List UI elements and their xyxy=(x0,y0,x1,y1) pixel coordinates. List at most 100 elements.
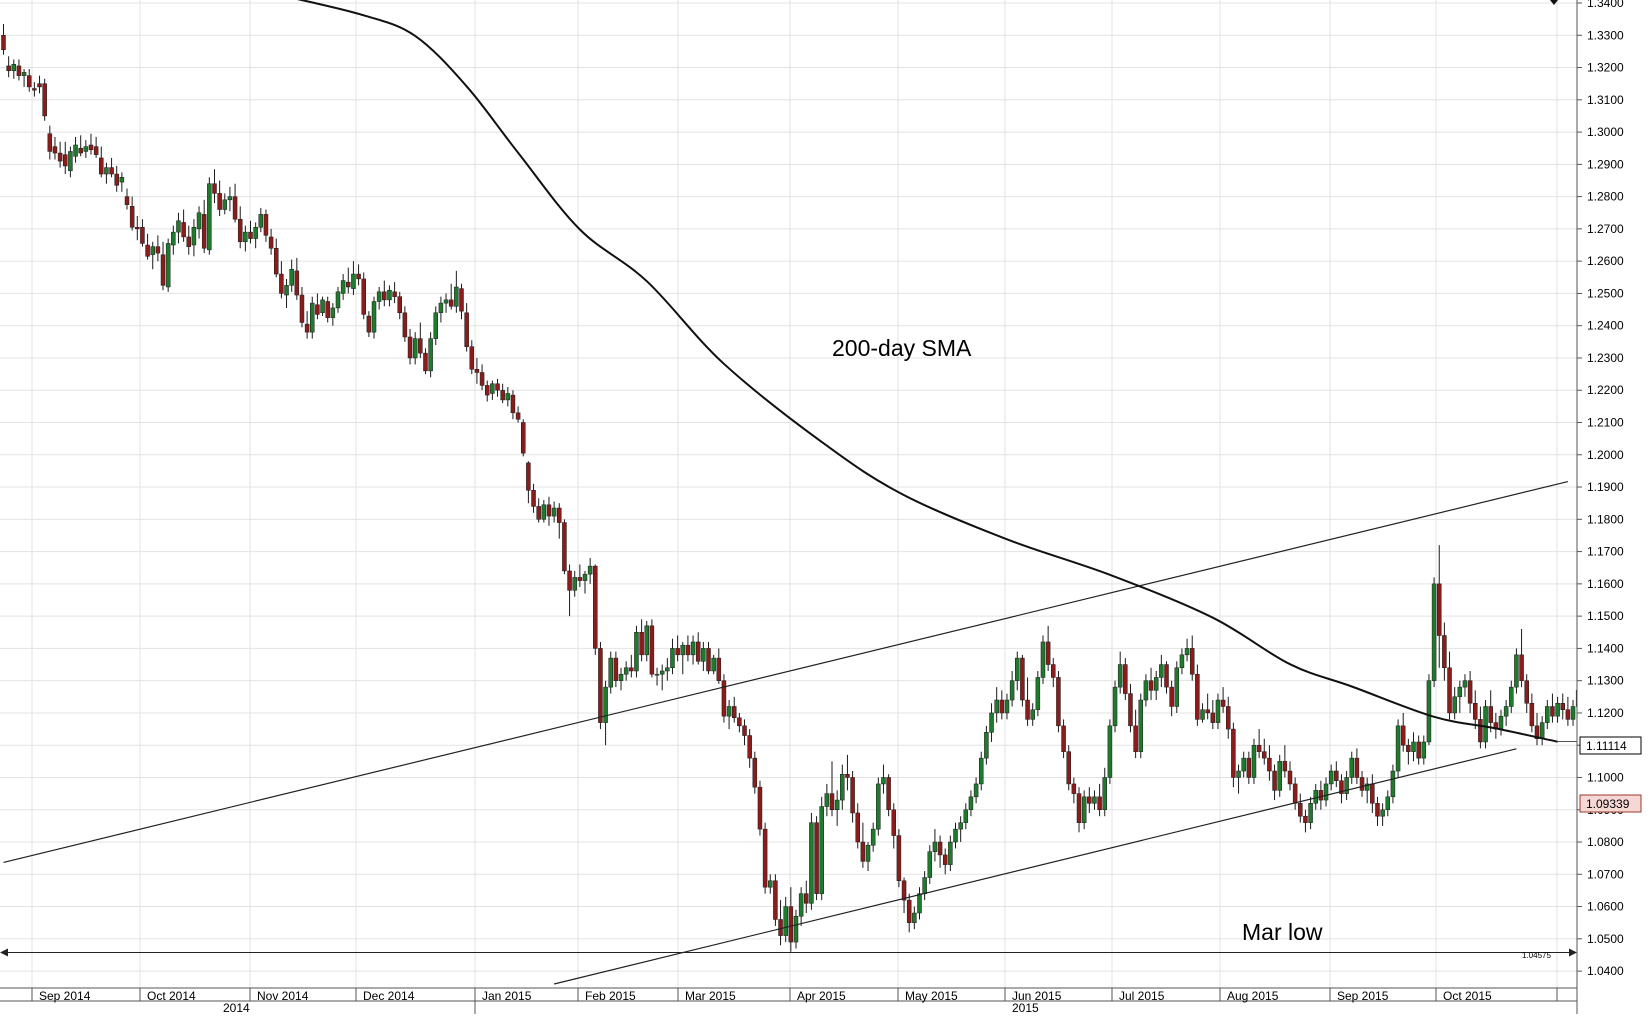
candle-body xyxy=(305,324,309,332)
candle-body xyxy=(722,681,726,716)
candle-body xyxy=(1103,777,1107,809)
candle-body xyxy=(413,339,417,358)
candle-body xyxy=(1195,674,1199,719)
candle-body xyxy=(1242,758,1246,771)
candle-body xyxy=(1185,648,1189,654)
candle-body xyxy=(326,301,330,317)
candle-body xyxy=(418,339,422,354)
candle-body xyxy=(1252,745,1256,777)
price-tick-label: 1.0700 xyxy=(1587,867,1624,881)
month-tick-label: Jul 2015 xyxy=(1119,989,1165,1003)
candle-body xyxy=(902,881,906,900)
candle-body xyxy=(856,813,860,842)
candle-body xyxy=(197,213,201,229)
candle-body xyxy=(1520,655,1524,681)
price-tick-label: 1.1900 xyxy=(1587,480,1624,494)
candle-body xyxy=(1458,687,1462,697)
price-tick-label: 1.1500 xyxy=(1587,609,1624,623)
candle-body xyxy=(619,674,623,680)
price-tick-label: 1.0800 xyxy=(1587,835,1624,849)
price-axis xyxy=(1577,0,1651,1014)
candle-body xyxy=(110,168,114,174)
candle-body xyxy=(737,718,741,726)
mar-low-label: Mar low xyxy=(1242,919,1323,945)
candle-body xyxy=(156,247,160,253)
candle-body xyxy=(1550,706,1554,716)
candle-body xyxy=(254,227,258,238)
candle-body xyxy=(773,881,777,920)
month-tick-label: Apr 2015 xyxy=(797,989,846,1003)
candle-body xyxy=(161,255,165,286)
candle-body xyxy=(1190,648,1194,674)
candle-body xyxy=(362,279,366,314)
candle-body xyxy=(249,232,253,238)
candle-body xyxy=(1257,745,1261,751)
month-tick-label: May 2015 xyxy=(905,989,958,1003)
candle-body xyxy=(423,353,427,371)
candle-body xyxy=(1437,584,1441,636)
candle-body xyxy=(1098,797,1102,810)
candle-body xyxy=(588,566,592,574)
candle-body xyxy=(552,508,556,516)
candle-body xyxy=(22,72,26,75)
month-tick-label: Feb 2015 xyxy=(585,989,636,1003)
candle-body xyxy=(660,671,664,674)
candle-body xyxy=(1442,635,1446,667)
candle-body xyxy=(604,687,608,722)
candle-body xyxy=(192,227,196,245)
candle-body xyxy=(151,247,155,255)
candle-body xyxy=(665,668,669,671)
candle-body xyxy=(923,878,927,894)
candle-body xyxy=(372,301,376,332)
candle-body xyxy=(1540,723,1544,739)
candle-body xyxy=(1170,687,1174,706)
candle-body xyxy=(58,153,62,161)
candle-body xyxy=(1226,706,1230,729)
candle-body xyxy=(99,158,103,174)
price-tick-label: 1.1600 xyxy=(1587,577,1624,591)
candle-body xyxy=(1406,745,1410,751)
price-tick-label: 1.3100 xyxy=(1587,93,1624,107)
candle-body xyxy=(1273,771,1277,790)
candle-body xyxy=(645,626,649,655)
candle-body xyxy=(1463,681,1467,687)
candle-body xyxy=(310,303,314,332)
candle-body xyxy=(27,76,31,87)
candle-body xyxy=(176,221,180,232)
candle-body xyxy=(691,642,695,655)
candle-body xyxy=(351,274,355,289)
price-tick-label: 1.2600 xyxy=(1587,254,1624,268)
candle-body xyxy=(1067,752,1071,784)
candle-body xyxy=(1329,771,1333,784)
candle-body xyxy=(1566,710,1570,720)
candle-body xyxy=(984,732,988,758)
candle-body xyxy=(696,642,700,661)
sma-label: 200-day SMA xyxy=(832,335,972,361)
price-tick-label: 1.2900 xyxy=(1587,157,1624,171)
candle-body xyxy=(866,845,870,861)
candle-body xyxy=(1092,797,1096,803)
month-tick-label: Oct 2015 xyxy=(1443,989,1492,1003)
price-tick-label: 1.2800 xyxy=(1587,190,1624,204)
price-tick-label: 1.2100 xyxy=(1587,416,1624,430)
candle-body xyxy=(444,300,448,303)
candle-body xyxy=(1293,784,1297,803)
candle-body xyxy=(408,337,412,358)
candle-body xyxy=(187,237,191,247)
candle-body xyxy=(74,145,78,156)
candle-body xyxy=(89,145,93,150)
candle-body xyxy=(650,626,654,674)
candle-body xyxy=(948,842,952,865)
month-tick-label: Sep 2015 xyxy=(1337,989,1389,1003)
candle-body xyxy=(1026,700,1030,719)
candle-body xyxy=(1149,681,1153,691)
price-tick-label: 1.3400 xyxy=(1587,0,1624,10)
candle-body xyxy=(969,797,973,810)
candle-body xyxy=(1355,758,1359,777)
price-tick-label: 1.1400 xyxy=(1587,641,1624,655)
candle-body xyxy=(120,177,124,182)
price-tick-label: 1.0600 xyxy=(1587,900,1624,914)
price-tick-label: 1.3200 xyxy=(1587,61,1624,75)
price-tick-label: 1.3300 xyxy=(1587,28,1624,42)
candle-body xyxy=(840,774,844,800)
